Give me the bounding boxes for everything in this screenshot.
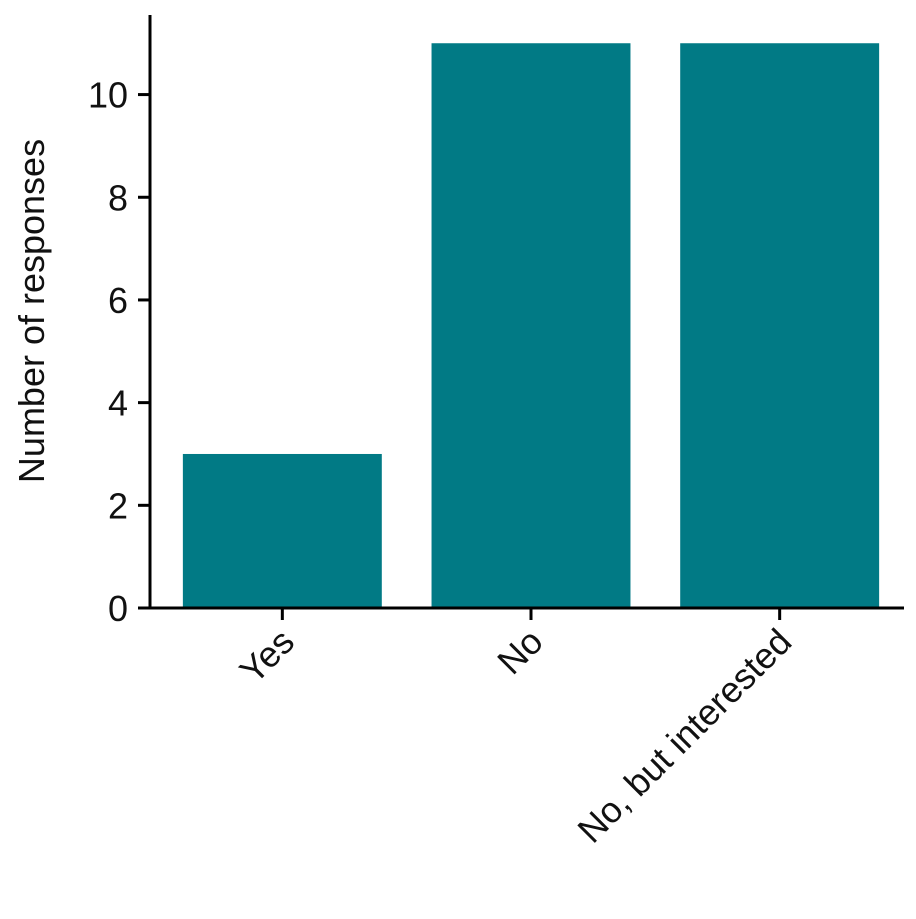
y-tick-label: 6 <box>108 280 128 321</box>
bar-yes <box>182 453 382 608</box>
y-axis-ticks: 0 2 4 6 8 10 <box>88 75 150 629</box>
x-tick-label: Yes <box>231 621 302 692</box>
x-axis-ticks: Yes No No, but interested <box>231 608 799 851</box>
bar-no <box>431 43 631 608</box>
y-tick-label: 0 <box>108 588 128 629</box>
bar-no-but-interested <box>680 43 880 608</box>
x-tick-label: No, but interested <box>569 621 799 851</box>
x-tick-label: No <box>489 621 551 683</box>
y-tick-label: 8 <box>108 177 128 218</box>
y-tick-label: 2 <box>108 485 128 526</box>
y-tick-label: 4 <box>108 383 128 424</box>
y-tick-label: 10 <box>88 75 128 116</box>
bars-group <box>182 43 880 608</box>
y-axis-label: Number of responses <box>11 139 52 483</box>
